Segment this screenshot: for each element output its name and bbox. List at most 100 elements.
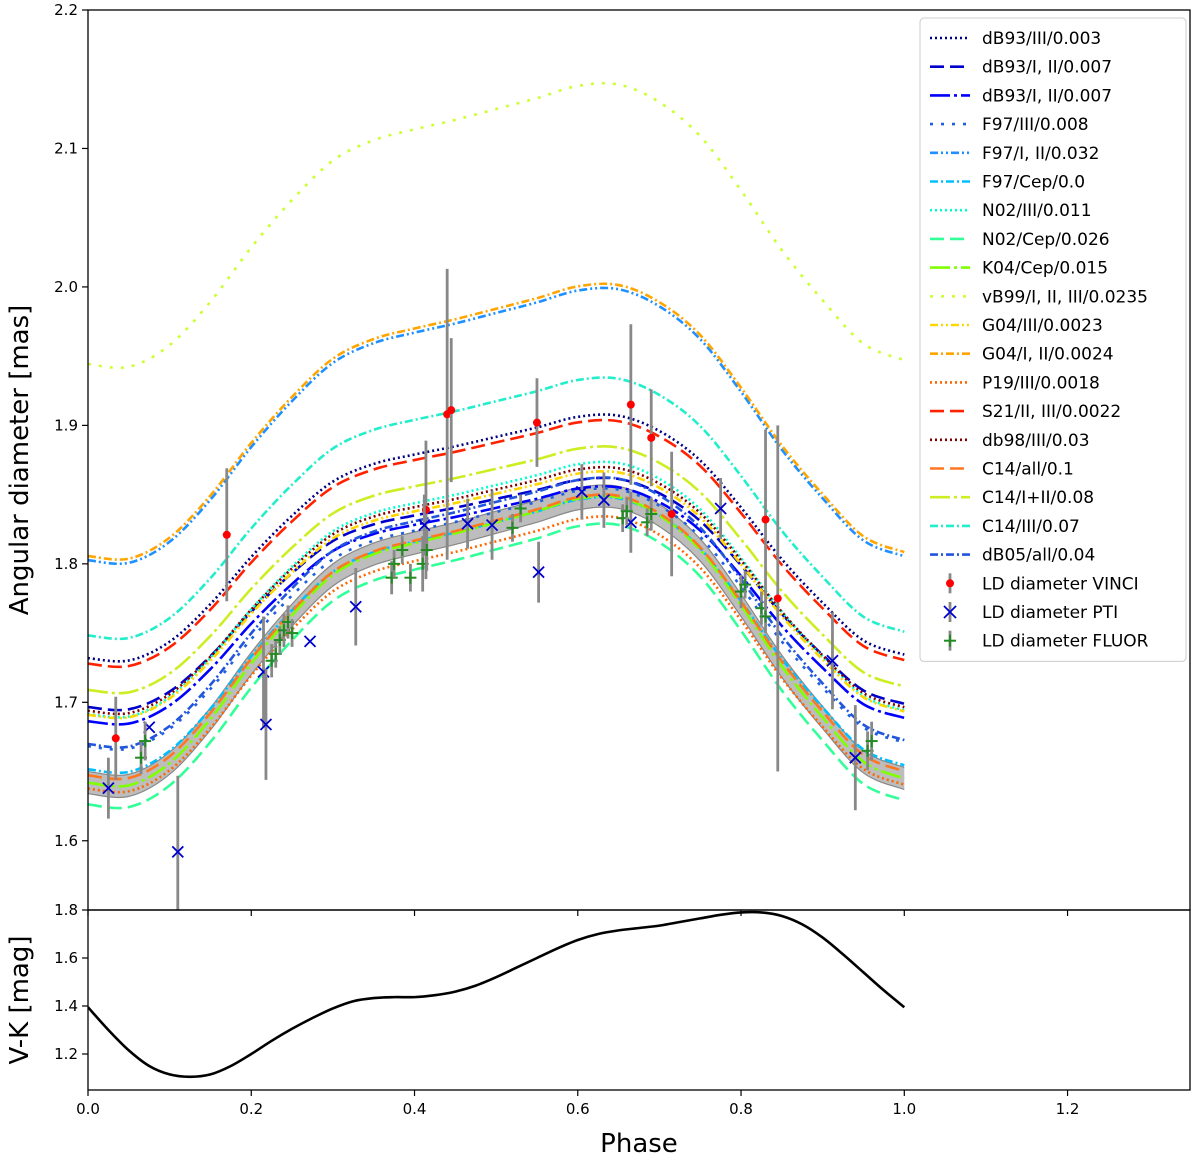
legend-entry: LD diameter VINCI — [946, 573, 1139, 594]
y-tick-label: 1.6 — [54, 832, 78, 850]
legend-entry: C14/I+II/0.08 — [930, 488, 1094, 508]
legend-entry: N02/Cep/0.026 — [930, 230, 1110, 250]
data-point-x — [418, 518, 431, 532]
data-point-dot — [647, 433, 656, 442]
data-point-dot — [222, 530, 231, 539]
top-plot-area — [88, 81, 905, 910]
legend-entry: G04/I, II/0.0024 — [930, 345, 1114, 365]
bottom-y-axis-label: V-K [mag] — [5, 935, 35, 1064]
data-point-dot — [761, 515, 770, 524]
data-point-plus — [739, 578, 752, 591]
data-point-x — [171, 845, 184, 858]
legend-entry: vB99/I, II, III/0.0235 — [930, 287, 1148, 307]
legend-label: LD diameter PTI — [982, 603, 1118, 623]
legend-label: N02/III/0.011 — [982, 201, 1092, 221]
data-point-x — [597, 494, 611, 507]
data-point-dot — [447, 406, 456, 415]
legend-entry: C14/all/0.1 — [930, 460, 1074, 480]
data-point-x — [259, 718, 273, 731]
legend-box — [919, 17, 1187, 662]
x-stroke — [849, 751, 862, 764]
x-tick-label: 0.6 — [566, 1100, 590, 1118]
model-curve-7 — [88, 460, 905, 719]
legend-entry: LD diameter FLUOR — [944, 630, 1149, 652]
y-tick-label: 1.8 — [54, 555, 78, 573]
x-stroke — [171, 845, 184, 858]
data-point-x — [575, 485, 588, 498]
legend-label: C14/III/0.07 — [982, 517, 1080, 537]
confidence-band-upper-edge — [88, 484, 905, 776]
x-tick-label: 0.0 — [76, 1100, 100, 1118]
legend-marker-dot — [946, 579, 954, 588]
top-panel: 1.6 1.7 1.8 1.9 2.0 2.1 2.2 — [54, 1, 1191, 916]
data-point-plus — [865, 735, 878, 748]
y-tick-label: 1.6 — [54, 949, 78, 967]
legend-entry: C14/III/0.07 — [930, 517, 1080, 537]
model-curve-18 — [88, 376, 905, 641]
x-stroke — [461, 517, 474, 530]
points-x — [102, 464, 862, 910]
y-tick-label: 1.4 — [54, 997, 78, 1015]
legend-label: P19/III/0.0018 — [982, 373, 1100, 393]
model-curve-3 — [88, 484, 905, 726]
data-point-dot — [667, 510, 676, 518]
data-point-plus — [620, 505, 633, 518]
legend-label: C14/all/0.1 — [982, 460, 1074, 480]
data-point-x — [303, 635, 317, 648]
y-tick-label: 1.7 — [54, 693, 78, 711]
x-stroke — [597, 494, 611, 507]
legend-label: vB99/I, II, III/0.0235 — [982, 287, 1148, 307]
data-point-x — [485, 518, 499, 532]
x-stroke — [418, 518, 431, 532]
x-stroke — [102, 782, 115, 795]
legend: dB93/III/0.003 dB93/I, II/0.007 dB93/I, II… — [919, 17, 1187, 662]
legend-label: K04/Cep/0.015 — [982, 259, 1108, 279]
model-curve-17 — [88, 445, 905, 695]
bottom-panel: 1.2 1.4 1.6 1.8 0.0 0.2 0.4 0.6 0.8 1.0 1.2 — [54, 901, 1191, 1118]
x-tick-label: 0.4 — [403, 1100, 427, 1118]
legend-label: dB05/all/0.04 — [982, 546, 1095, 566]
legend-entry: db98/III/0.03 — [930, 431, 1090, 451]
y-tick-label: 2.1 — [54, 139, 78, 157]
data-point-plus — [645, 508, 658, 520]
points-plus — [135, 494, 878, 775]
x-stroke — [575, 485, 588, 498]
data-point-dot — [111, 734, 120, 743]
legend-entry: N02/III/0.011 — [930, 201, 1092, 221]
data-point-plus — [514, 502, 527, 515]
points-dot — [111, 268, 782, 780]
legend-label: N02/Cep/0.026 — [982, 230, 1110, 250]
data-point-plus — [396, 544, 409, 556]
data-point-plus — [388, 557, 401, 570]
legend-label: LD diameter VINCI — [982, 574, 1139, 594]
x-tick-label: 1.2 — [1056, 1100, 1080, 1118]
vk-curve — [88, 910, 906, 1079]
data-point-x — [532, 566, 545, 579]
model-curve-11 — [88, 469, 905, 720]
model-curve-4 — [88, 486, 905, 751]
legend-label: S21/II, III/0.0022 — [982, 402, 1121, 422]
x-stroke — [532, 566, 545, 579]
x-tick-label: 0.8 — [729, 1100, 753, 1118]
legend-label: dB93/I, II/0.007 — [982, 86, 1112, 106]
legend-label: F97/I, II/0.032 — [982, 144, 1099, 164]
legend-entry: S21/II, III/0.0022 — [930, 402, 1121, 422]
data-point-x — [849, 751, 862, 764]
data-point-plus — [759, 610, 772, 623]
x-stroke — [624, 516, 637, 529]
x-stroke — [259, 718, 273, 731]
model-curve-8 — [88, 522, 905, 810]
model-curve-1 — [88, 413, 905, 663]
data-point-x — [826, 654, 839, 667]
legend-entry: dB93/III/0.003 — [930, 29, 1101, 49]
model-curve-5 — [88, 286, 905, 566]
legend-entry: dB93/I, II/0.007 — [930, 86, 1112, 106]
legend-entry: F97/I, II/0.032 — [930, 144, 1099, 164]
legend-label: dB93/III/0.003 — [982, 29, 1101, 49]
legend-entry: LD diameter PTI — [943, 602, 1118, 623]
legend-label: C14/I+II/0.08 — [982, 488, 1094, 508]
legend-entry: G04/III/0.0023 — [930, 316, 1103, 336]
data-point-x — [461, 517, 474, 530]
legend-label: G04/III/0.0023 — [982, 316, 1103, 336]
y-tick-label: 1.9 — [54, 416, 78, 434]
